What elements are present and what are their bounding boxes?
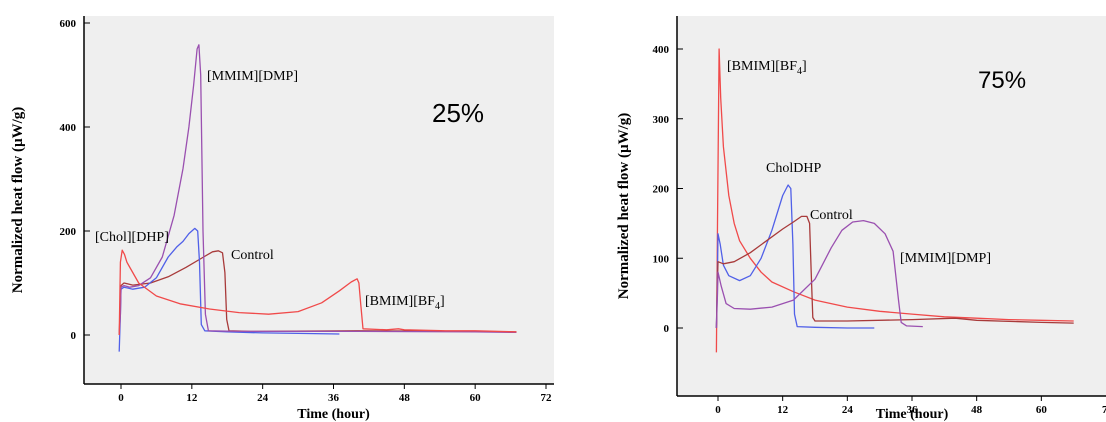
right-series-line-control [715, 215, 1074, 329]
left-label-chol-dhp: [Chol][DHP] [95, 230, 169, 245]
left-y-tick-label: 200 [60, 226, 77, 238]
right-y-tick-label: 300 [653, 114, 670, 126]
left-y-axis-label: Normalized heat flow (µW/g) [10, 107, 26, 294]
right-x-tick-label: 48 [971, 404, 983, 416]
left-x-tick-label: 0 [118, 392, 124, 404]
right-x-tick-label: 72 [1102, 404, 1106, 416]
left-series-group [118, 44, 517, 352]
left-x-tick-label: 60 [470, 392, 482, 404]
left-series-line-bmim-bf4 [118, 249, 517, 336]
left-x-axis-label: Time (hour) [297, 407, 370, 422]
left-chart: 0 200 400 600 0 12 24 36 48 60 72 Normalized heat… [10, 16, 554, 422]
left-x-tick-label: 48 [399, 392, 411, 404]
right-x-tick-label: 24 [842, 404, 854, 416]
right-label-choldhp: CholDHP [766, 161, 821, 176]
right-x-tick-label: 36 [907, 404, 919, 416]
left-x-ticks: 0 12 24 36 48 60 72 [118, 384, 552, 404]
right-x-ticks: 0 12 24 36 48 60 72 [715, 396, 1106, 416]
right-annotation-percent: 75% [978, 67, 1026, 94]
right-x-tick-label: 12 [777, 404, 789, 416]
left-label-bmim-bf4: [BMIM][BF4] [365, 294, 445, 312]
right-y-tick-label: 400 [653, 44, 670, 56]
right-label-control: Control [810, 208, 853, 223]
right-x-tick-label: 60 [1036, 404, 1048, 416]
right-y-tick-label: 0 [664, 323, 670, 335]
right-series-line-bmim-bf4 [715, 48, 1074, 353]
left-label-mmim-dmp: [MMIM][DMP] [207, 69, 298, 84]
right-label-bmim-bf4: [BMIM][BF4] [727, 59, 807, 77]
right-series-line-mmim-dmp [715, 219, 923, 329]
left-y-tick-label: 0 [71, 330, 77, 342]
right-x-tick-label: 0 [715, 404, 721, 416]
right-series-line-choldhp [715, 184, 875, 329]
right-label-mmim-dmp: [MMIM][DMP] [900, 251, 991, 266]
left-y-tick-label: 400 [60, 122, 77, 134]
right-y-ticks: 0 100 200 300 400 [653, 44, 683, 335]
left-annotation-percent: 25% [432, 98, 484, 128]
right-y-tick-label: 100 [653, 253, 670, 265]
right-plot-area [677, 16, 1106, 396]
right-y-axis-label: Normalized heat flow (µW/g) [616, 113, 632, 300]
left-label-control: Control [231, 248, 274, 263]
right-series-group [715, 48, 1074, 353]
right-x-axis-label: Time (hour) [876, 407, 949, 422]
left-x-tick-label: 36 [328, 392, 340, 404]
left-y-tick-label: 600 [60, 18, 77, 30]
right-chart: 0 100 200 300 400 0 12 24 36 48 60 72 Normalized h… [616, 16, 1106, 422]
right-y-tick-label: 200 [653, 184, 670, 196]
left-x-tick-label: 12 [186, 392, 198, 404]
left-x-tick-label: 72 [541, 392, 553, 404]
left-plot-area [84, 16, 554, 384]
left-y-ticks: 0 200 400 600 [60, 18, 90, 342]
left-x-tick-label: 24 [257, 392, 269, 404]
left-series-line-mmim-dmp [118, 44, 517, 336]
